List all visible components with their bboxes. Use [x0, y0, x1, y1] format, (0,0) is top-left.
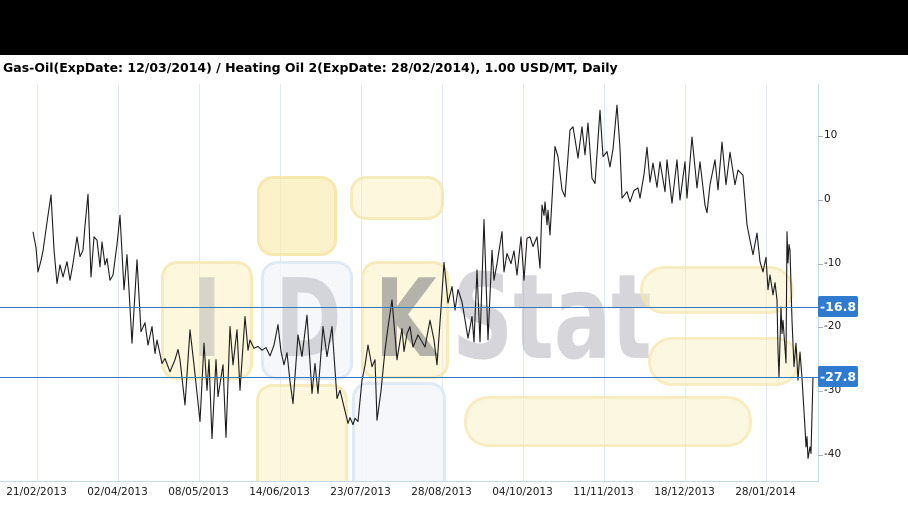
- x-tick-label: 11/11/2013: [573, 486, 634, 498]
- price-level-tag[interactable]: -27.8: [818, 366, 858, 388]
- y-tick-label: -10: [824, 256, 842, 269]
- y-tick-label: 0: [824, 193, 831, 205]
- y-axis-tick: [818, 263, 823, 265]
- y-tick-label: -20: [824, 320, 842, 333]
- x-tick-label: 23/07/2013: [330, 486, 391, 498]
- vertical-gridline: [117, 84, 119, 481]
- y-tick-label: -40: [824, 447, 842, 460]
- y-axis-tick: [818, 200, 823, 201]
- price-level-line[interactable]: [0, 376, 818, 378]
- x-tick-label: 28/08/2013: [411, 486, 472, 498]
- y-axis-tick: [818, 390, 823, 392]
- x-tick-label: 02/04/2013: [87, 486, 148, 498]
- x-tick-label: 21/02/2013: [6, 486, 67, 498]
- price-level-line[interactable]: [0, 306, 818, 308]
- y-axis-tick: [818, 454, 823, 456]
- x-tick-label: 18/12/2013: [654, 486, 715, 498]
- price-level-tag[interactable]: -16.8: [818, 296, 858, 318]
- vertical-gridline: [603, 84, 605, 481]
- price-line-series: [32, 104, 814, 459]
- y-axis-tick: [818, 327, 823, 329]
- vertical-gridline: [36, 84, 38, 481]
- x-tick-label: 28/01/2014: [735, 486, 796, 498]
- top-bar: [0, 0, 908, 55]
- series-path: [32, 104, 814, 459]
- vertical-gridline: [522, 84, 524, 481]
- x-tick-label: 14/06/2013: [249, 486, 310, 498]
- plot-area[interactable]: I D K Stat: [0, 84, 819, 482]
- y-tick-label: 10: [824, 129, 838, 142]
- x-tick-label: 04/10/2013: [492, 486, 553, 498]
- y-axis-tick: [818, 136, 823, 138]
- chart-title: Gas-Oil(ExpDate: 12/03/2014) / Heating O…: [3, 60, 618, 75]
- x-tick-label: 08/05/2013: [168, 486, 229, 498]
